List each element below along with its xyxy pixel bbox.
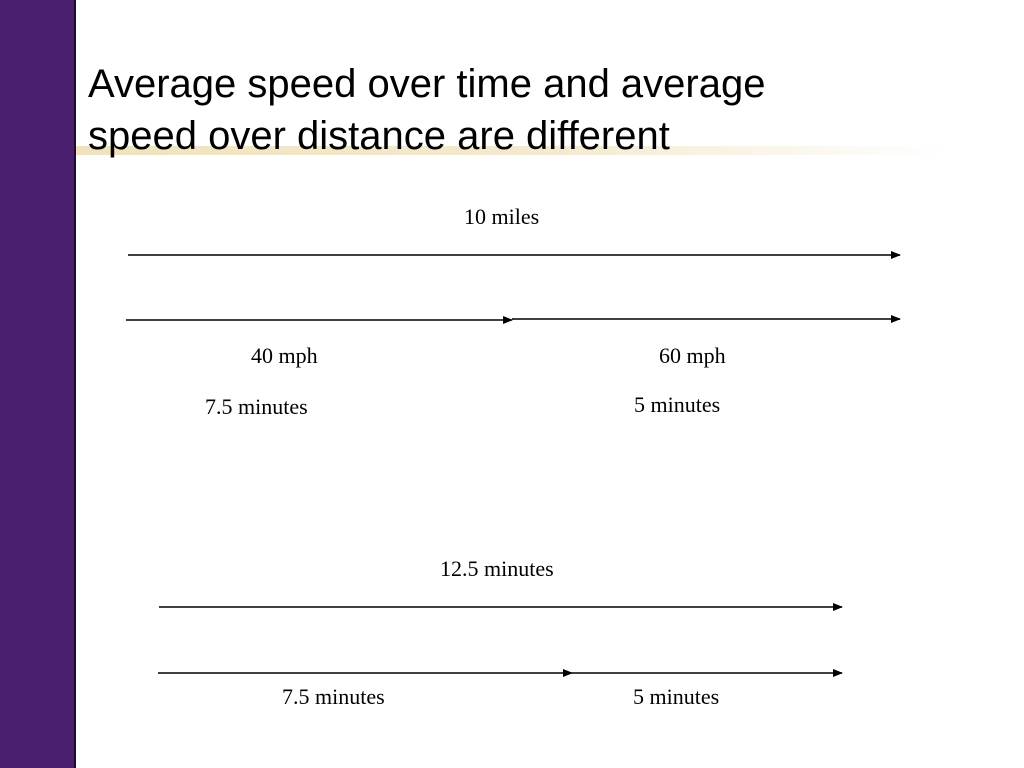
- total-distance-label: 10 miles: [464, 204, 540, 229]
- title-underline: [76, 146, 946, 155]
- total-time-label: 12.5 minutes: [440, 556, 554, 581]
- slide-title: Average speed over time and average spee…: [88, 58, 988, 162]
- title-line-2: speed over distance are different: [88, 114, 670, 158]
- time-segment-2-label: 5 minutes: [633, 684, 720, 709]
- segment-1-speed-label: 40 mph: [251, 343, 318, 368]
- title-line-1: Average speed over time and average: [88, 62, 766, 106]
- sidebar-bar: [0, 0, 76, 768]
- segment-2-time-label: 5 minutes: [634, 392, 721, 417]
- time-segment-1-label: 7.5 minutes: [282, 684, 385, 709]
- segment-1-time-label: 7.5 minutes: [205, 394, 308, 419]
- segment-2-speed-label: 60 mph: [659, 343, 726, 368]
